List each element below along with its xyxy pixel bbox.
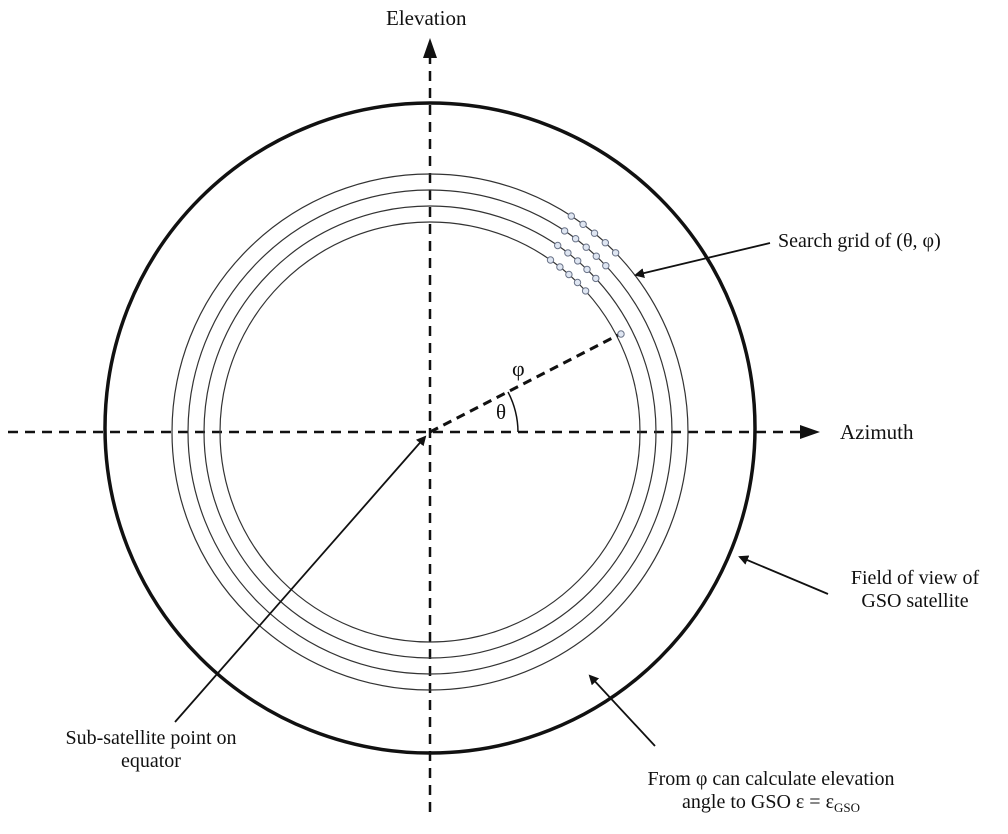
- theta-angle-arc: [507, 391, 519, 433]
- elevation-calc-label-line2: angle to GSO ε = εGSO: [606, 791, 936, 816]
- field-of-view-label: Field of view of GSO satellite: [838, 567, 992, 613]
- sub-satellite-label-line2: equator: [121, 750, 181, 772]
- elevation-calc-label-line2-text: angle to GSO ε = ε: [682, 791, 834, 813]
- grid-point: [581, 287, 590, 295]
- grid-point: [573, 278, 582, 287]
- sub-satellite-label: Sub-satellite point on equator: [26, 727, 276, 773]
- grid-point: [579, 220, 587, 229]
- field-of-view-circle: [103, 101, 757, 755]
- grid-point: [602, 262, 610, 270]
- grid-point: [554, 241, 562, 250]
- field-of-view-arrow: [738, 555, 829, 595]
- grid-point: [574, 257, 582, 265]
- radius-end-point: [617, 330, 625, 338]
- grid-point: [567, 212, 575, 220]
- search-ring-3: [203, 205, 657, 659]
- grid-point: [556, 263, 564, 271]
- grid-point: [571, 235, 580, 243]
- grid-point: [611, 249, 620, 257]
- grid-point: [592, 252, 600, 260]
- elevation-axis-arrowhead: [423, 38, 437, 58]
- gso-subscript: GSO: [833, 800, 860, 815]
- search-ring-1: [171, 173, 689, 691]
- search-grid-arrow: [634, 242, 771, 279]
- grid-point: [564, 249, 572, 257]
- grid-point: [560, 227, 569, 235]
- search-ring-4: [219, 221, 641, 643]
- grid-point: [592, 274, 600, 283]
- theta-symbol: θ: [496, 400, 507, 424]
- phi-symbol: φ: [512, 356, 525, 381]
- sub-satellite-arrow: [174, 435, 427, 723]
- grid-point: [601, 239, 609, 247]
- elevation-calc-arrow: [588, 674, 656, 747]
- azimuth-axis-label: Azimuth: [840, 420, 914, 444]
- grid-point: [582, 243, 590, 251]
- grid-point: [590, 229, 599, 237]
- search-grid-points: [546, 212, 620, 295]
- elevation-axis-label: Elevation: [386, 6, 467, 30]
- radius-line: [429, 332, 621, 434]
- search-grid-label: Search grid of (θ, φ): [778, 230, 941, 252]
- field-of-view-label-line1: Field of view of: [850, 567, 980, 589]
- search-ring-2: [187, 189, 673, 675]
- field-of-view-label-line2: GSO satellite: [861, 590, 969, 612]
- elevation-calc-label: From φ can calculate elevation angle to …: [606, 768, 936, 816]
- grid-point: [583, 265, 591, 274]
- grid-point: [546, 256, 555, 264]
- elevation-calc-label-line1: From φ can calculate elevation: [647, 768, 895, 790]
- grid-point: [565, 270, 573, 279]
- azimuth-axis-arrowhead: [800, 425, 820, 439]
- sub-satellite-label-line1: Sub-satellite point on: [65, 727, 237, 749]
